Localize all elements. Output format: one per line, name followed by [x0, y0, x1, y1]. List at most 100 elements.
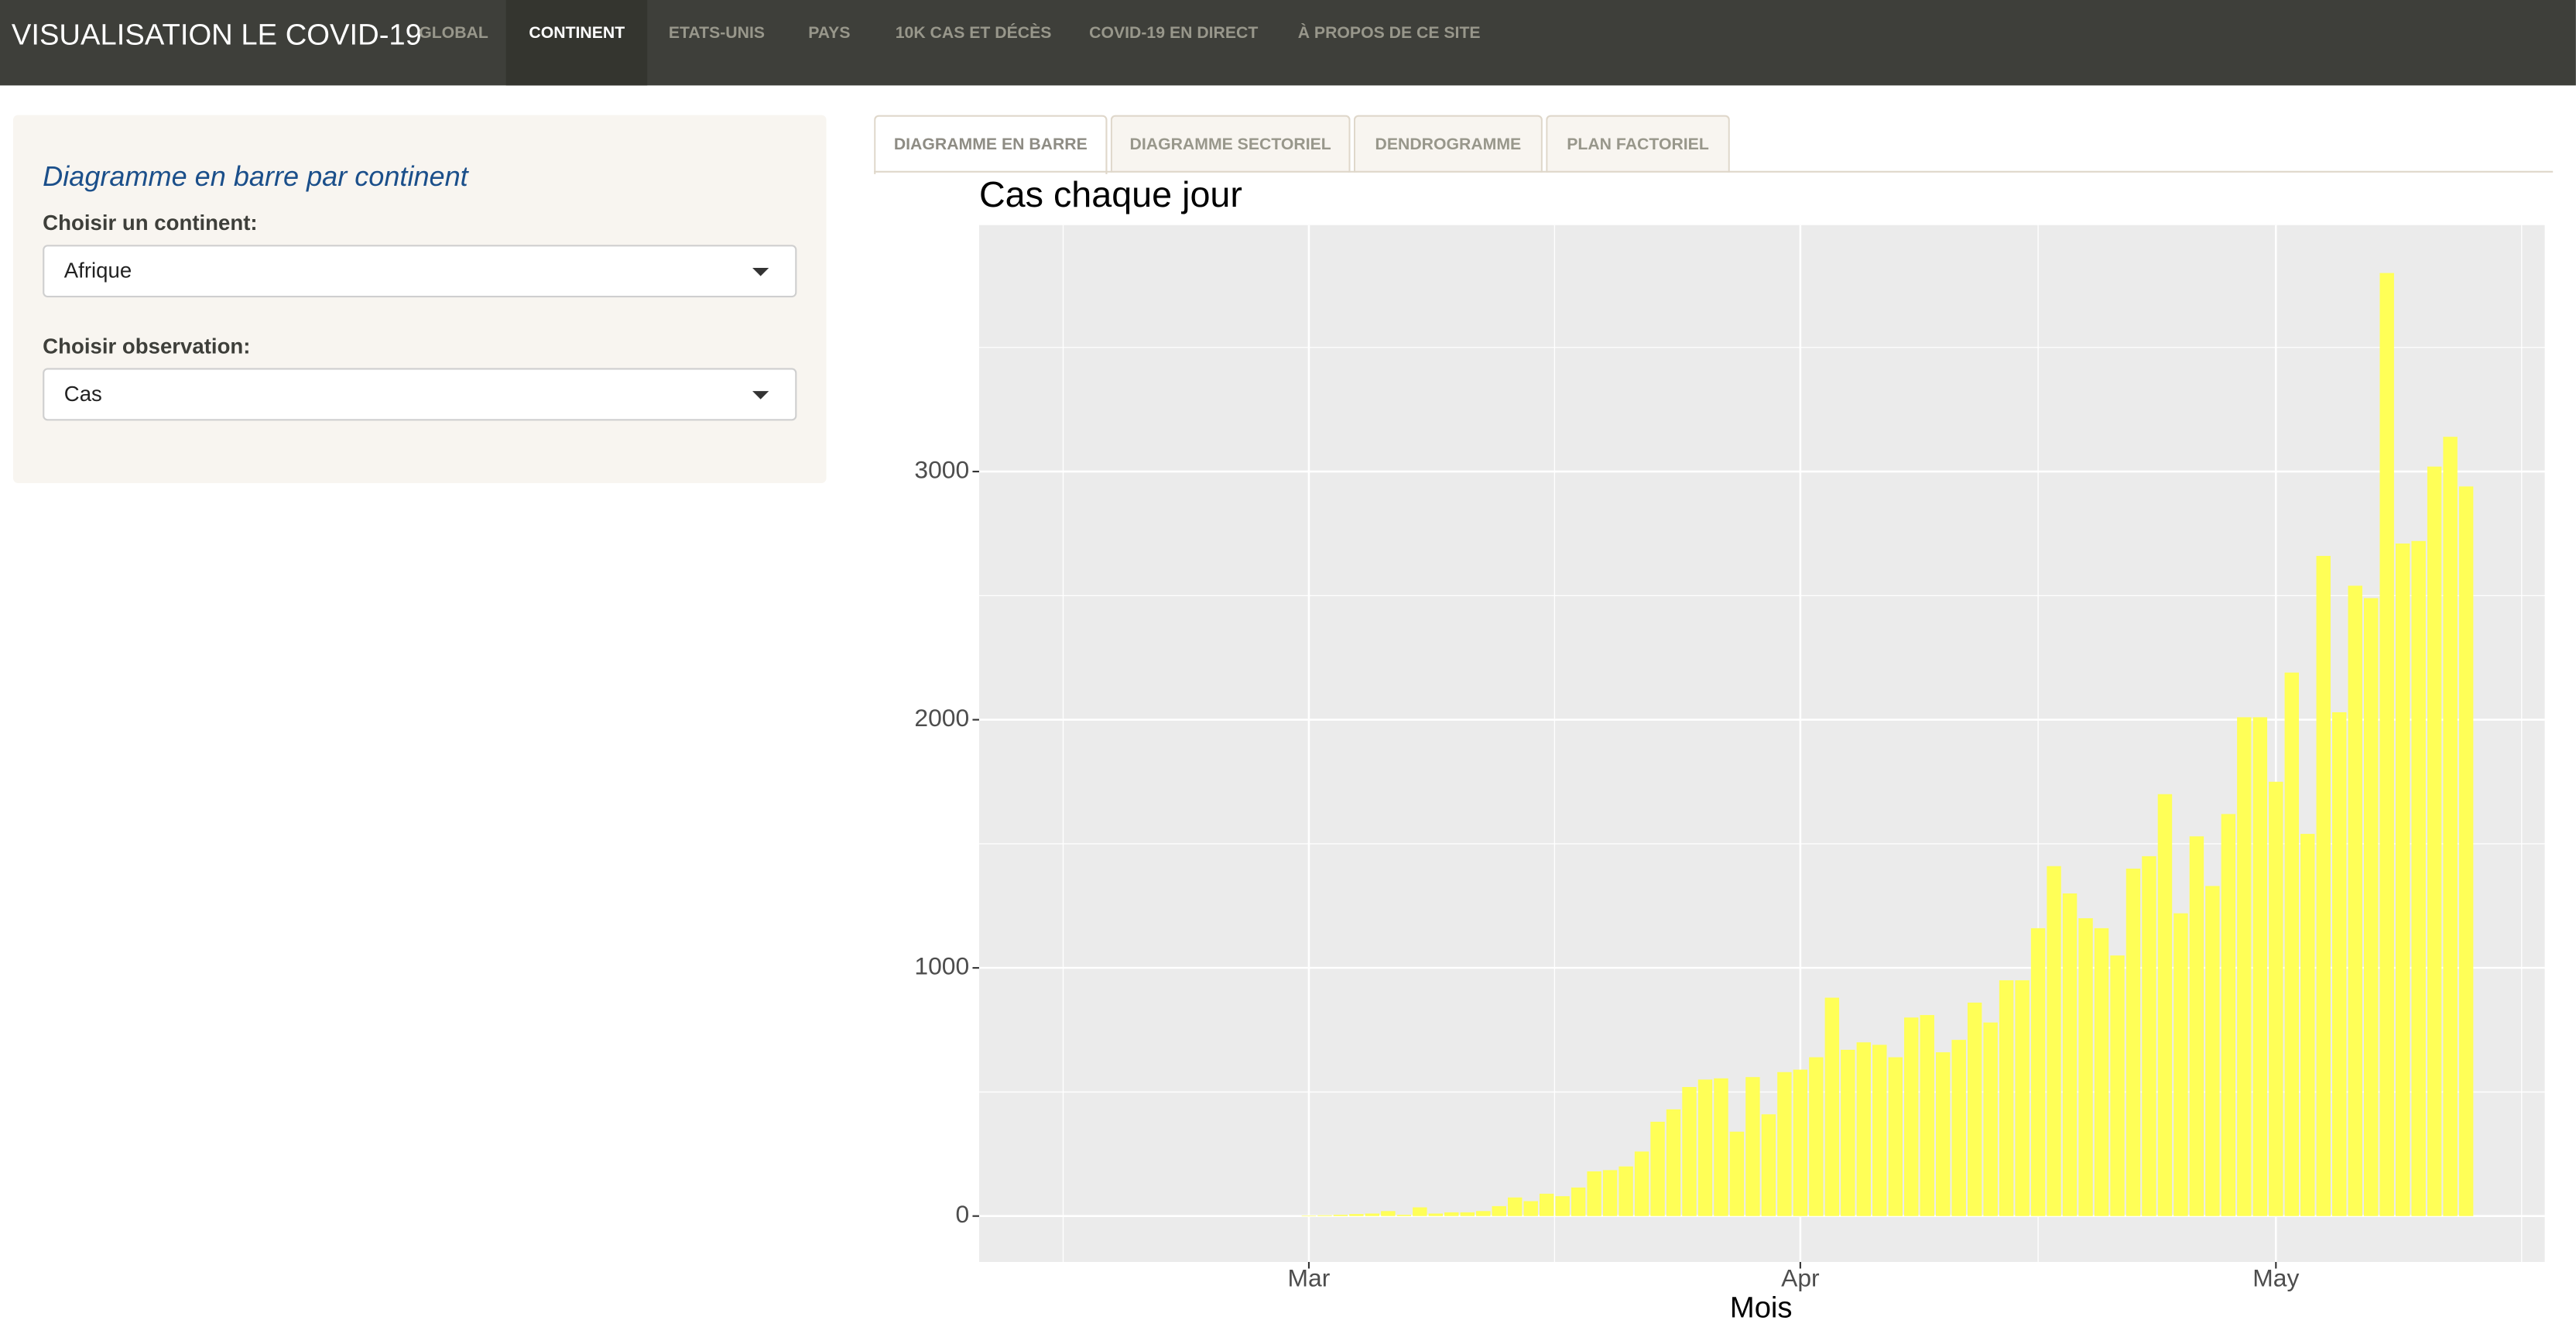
caret	[752, 391, 769, 399]
bar	[2237, 717, 2252, 1216]
bar	[1476, 1211, 1491, 1216]
bar	[1793, 1069, 1808, 1216]
bar	[1571, 1187, 1586, 1216]
bar	[1587, 1171, 1601, 1216]
bar	[1920, 1015, 1934, 1216]
bar	[1333, 1215, 1348, 1216]
x-tick-label: May	[2252, 1264, 2299, 1292]
bar	[2126, 868, 2141, 1216]
bar	[2458, 486, 2474, 1216]
bar	[2379, 273, 2394, 1216]
bar	[1999, 980, 2014, 1216]
bar	[1396, 1215, 1412, 1216]
bar	[2110, 955, 2125, 1216]
bar	[1634, 1151, 1649, 1216]
bar	[1777, 1072, 1792, 1216]
tab-border	[874, 170, 2554, 173]
bar	[1729, 1131, 1745, 1216]
bar	[1413, 1207, 1427, 1216]
bar	[2221, 814, 2236, 1216]
bar	[1824, 997, 1840, 1216]
bar	[2030, 928, 2046, 1216]
caret	[752, 267, 769, 276]
nav-item[interactable]: À PROPOS DE CE SITE	[1297, 24, 1481, 43]
bar	[2443, 437, 2458, 1216]
bar	[2316, 556, 2331, 1216]
bar	[2015, 980, 2030, 1216]
bar	[1650, 1121, 1665, 1216]
bar	[1619, 1166, 1633, 1216]
y-tick-label: 3000	[914, 455, 969, 483]
nav-item-active[interactable]: CONTINENT	[505, 0, 648, 86]
bar	[2094, 928, 2109, 1216]
bar	[1507, 1197, 1523, 1216]
bar	[2332, 712, 2347, 1216]
bar	[2252, 717, 2268, 1216]
select[interactable]: Afrique	[43, 245, 797, 298]
bar	[1492, 1205, 1506, 1216]
bar	[1349, 1214, 1364, 1216]
sidebar: Diagramme en barre par continent Choisir…	[12, 115, 827, 483]
bar	[1935, 1052, 1951, 1216]
bar	[1809, 1057, 1824, 1216]
select-value: Afrique	[63, 258, 132, 283]
bar	[1841, 1049, 1855, 1216]
chart: Cas chaque jour Mois 0 1000 2000 3000 Mar Apr…	[914, 174, 2545, 1325]
bar	[1555, 1196, 1570, 1216]
bar	[1365, 1213, 1380, 1216]
bar	[1904, 1017, 1919, 1216]
y-tick-label: 1000	[914, 952, 969, 980]
bar	[2300, 834, 2315, 1216]
bar	[2142, 856, 2156, 1216]
nav-item[interactable]: PAYS	[808, 24, 851, 43]
bar	[1983, 1022, 1998, 1216]
bar	[1523, 1201, 1538, 1216]
bar	[1428, 1213, 1444, 1216]
nav-item[interactable]: GLOBAL	[419, 24, 488, 43]
nav-item[interactable]: ETATS-UNIS	[668, 24, 766, 43]
tab[interactable]: DIAGRAMME SECTORIEL	[1110, 115, 1351, 173]
bar	[1697, 1079, 1713, 1216]
bar	[1602, 1170, 1618, 1216]
plot-panel	[978, 225, 2545, 1263]
select[interactable]: Cas	[43, 368, 797, 421]
bar	[2189, 836, 2204, 1216]
chart-title: Cas chaque jour	[979, 174, 1242, 214]
x-axis-label: Mois	[1730, 1291, 1793, 1325]
tab[interactable]: DENDROGRAMME	[1353, 115, 1543, 173]
brand[interactable]: VISUALISATION LE COVID-19	[11, 18, 422, 51]
x-tick-label: Mar	[1288, 1264, 1331, 1292]
y-tick-label: 2000	[914, 704, 969, 732]
navbar: VISUALISATION LE COVID-19 GLOBAL CONTINE…	[0, 0, 2576, 86]
bar	[2395, 543, 2410, 1216]
bar	[1888, 1057, 1903, 1216]
nav-item[interactable]: COVID-19 EN DIRECT	[1089, 24, 1259, 43]
bar	[2047, 866, 2061, 1216]
tab[interactable]: PLAN FACTORIEL	[1546, 115, 1730, 173]
bar	[2284, 672, 2300, 1216]
bar	[1872, 1044, 1887, 1216]
bar	[2174, 913, 2188, 1216]
x-tick-label: Apr	[1781, 1264, 1820, 1292]
sidebar-title: Diagramme en barre par continent	[43, 160, 468, 193]
bar	[2348, 585, 2362, 1216]
bar	[1714, 1078, 1728, 1216]
bar	[1666, 1109, 1681, 1216]
bar	[1967, 1003, 1982, 1216]
bar	[2363, 598, 2379, 1216]
bar	[2411, 540, 2426, 1216]
bar	[2269, 781, 2283, 1216]
bar	[2205, 886, 2220, 1216]
tab-active[interactable]: DIAGRAMME EN BARRE	[874, 115, 1108, 174]
bar	[2078, 918, 2093, 1216]
select-value: Cas	[63, 381, 102, 406]
bar	[1745, 1077, 1760, 1216]
bar	[1682, 1087, 1697, 1216]
bar	[1539, 1193, 1554, 1216]
bar	[1460, 1212, 1475, 1216]
label: Choisir un continent:	[43, 210, 258, 235]
nav-item[interactable]: 10K CAS ET DÉCÈS	[895, 24, 1052, 43]
bar	[1381, 1211, 1396, 1216]
bar	[1444, 1212, 1459, 1216]
